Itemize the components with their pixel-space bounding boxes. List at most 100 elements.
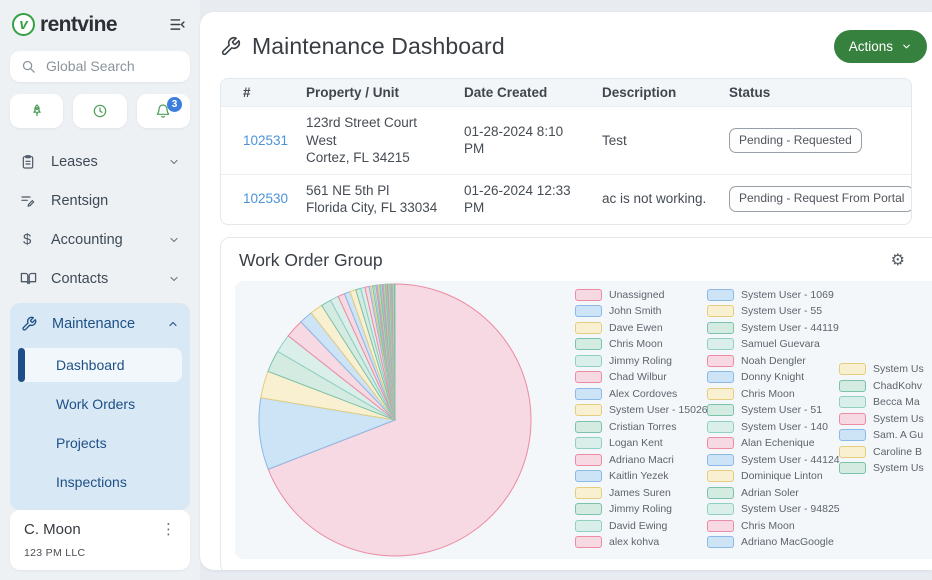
pie-chart-svg[interactable]: [257, 282, 533, 558]
legend-label: System User - 94825: [741, 503, 840, 516]
legend-label: John Smith: [609, 305, 662, 318]
quick-actions: 3: [10, 94, 190, 128]
sidebar-item-leases[interactable]: Leases: [10, 142, 190, 181]
legend-item[interactable]: Jimmy Roling: [575, 503, 699, 516]
notifications-button[interactable]: 3: [136, 94, 190, 128]
legend-item[interactable]: Kaitlin Yezek: [575, 470, 699, 483]
sidebar-item-accounting[interactable]: $ Accounting: [10, 220, 190, 259]
legend-item[interactable]: Chris Moon: [707, 387, 831, 400]
legend-item[interactable]: Adriano MacGoogle: [707, 536, 834, 549]
sidebar-item-maintenance[interactable]: Maintenance: [18, 305, 182, 343]
sidebar-subitem-inspections[interactable]: Inspections: [18, 465, 182, 499]
legend-item[interactable]: John Smith: [575, 305, 699, 318]
sidebar-subitem-dashboard[interactable]: Dashboard: [18, 348, 182, 382]
sidebar: v rentvine 3 Lea: [0, 0, 200, 580]
sidebar-collapse-button[interactable]: [167, 14, 188, 35]
legend-item[interactable]: Becca Ma: [839, 396, 932, 409]
chevron-down-icon: [168, 156, 180, 168]
sidebar-item-contacts[interactable]: Contacts: [10, 259, 190, 298]
legend-item[interactable]: Jimmy Roling: [575, 354, 699, 367]
legend-item[interactable]: System User - 51: [707, 404, 831, 417]
legend-swatch: [575, 486, 602, 499]
legend-item[interactable]: System User - 1069: [707, 288, 834, 301]
legend-item[interactable]: Chris Moon: [707, 519, 831, 532]
legend-item[interactable]: alex kohva: [575, 536, 699, 549]
legend-label: System User - 44124: [741, 453, 840, 466]
legend-item[interactable]: ChadKohv: [839, 379, 932, 392]
legend-item[interactable]: Dominique Linton: [707, 470, 831, 483]
legend-item[interactable]: System User - 140: [707, 420, 831, 433]
legend-item[interactable]: System User - 44119: [707, 321, 839, 334]
main-card: Maintenance Dashboard Actions # Property …: [200, 12, 932, 570]
legend-swatch: [707, 371, 734, 384]
legend-label: System User - 44119: [741, 321, 839, 334]
legend-item[interactable]: Alex Cordoves: [575, 387, 699, 400]
main-area: Maintenance Dashboard Actions # Property …: [200, 0, 932, 580]
legend-item[interactable]: Samuel Guevara: [707, 338, 831, 351]
legend-swatch: [575, 354, 602, 367]
legend-label: Logan Kent: [609, 437, 663, 450]
work-order-link[interactable]: 102531: [243, 132, 289, 148]
legend-item[interactable]: System User - 44124: [707, 453, 840, 466]
sidebar-item-label: Maintenance: [52, 316, 136, 332]
legend-item[interactable]: System Us: [839, 462, 932, 475]
legend-item[interactable]: System User - 55: [707, 305, 831, 318]
legend-item[interactable]: Donny Knight: [707, 371, 831, 384]
legend-item[interactable]: Noah Dengler: [707, 354, 831, 367]
sidebar-item-label: Rentsign: [51, 192, 109, 209]
legend-swatch: [707, 305, 734, 318]
legend-label: System User - 15026: [609, 404, 708, 417]
pie-slice[interactable]: [393, 283, 396, 420]
dollar-icon: $: [23, 231, 32, 248]
search-input[interactable]: [44, 57, 179, 76]
kebab-menu-icon[interactable]: ⋮: [161, 520, 176, 538]
global-search[interactable]: [10, 50, 190, 82]
sidebar-subitem-projects[interactable]: Projects: [18, 426, 182, 460]
gear-icon[interactable]: ⚙: [890, 250, 905, 270]
legend-item[interactable]: Dave Ewen: [575, 321, 699, 334]
sidebar-item-rentsign[interactable]: Rentsign: [10, 181, 190, 220]
legend-item[interactable]: Caroline B: [839, 445, 932, 458]
legend-item[interactable]: Sam. A Gu: [839, 429, 932, 442]
legend-item[interactable]: Cristian Torres: [575, 420, 699, 433]
legend-label: System User - 55: [741, 305, 823, 318]
legend-item[interactable]: David Ewing: [575, 519, 699, 532]
legend-swatch: [707, 486, 734, 499]
history-button[interactable]: [73, 94, 127, 128]
column-header: Property / Unit: [296, 79, 454, 107]
legend-item[interactable]: Adrian Soler: [707, 486, 831, 499]
legend-item[interactable]: Chad Wilbur: [575, 371, 699, 384]
legend-label: Chris Moon: [741, 519, 795, 532]
page-title: Maintenance Dashboard: [252, 32, 505, 59]
legend-label: Adrian Soler: [741, 486, 799, 499]
legend-swatch: [575, 503, 602, 516]
legend-swatch: [707, 420, 734, 433]
work-order-link[interactable]: 102530: [243, 191, 289, 207]
legend-item[interactable]: System Us: [839, 412, 932, 425]
signature-icon: [20, 193, 39, 209]
legend-swatch: [839, 412, 866, 425]
status-badge: Pending - Requested: [729, 127, 862, 154]
sidebar-subitem-work-orders[interactable]: Work Orders: [18, 387, 182, 421]
user-name: C. Moon: [24, 521, 81, 538]
legend-item[interactable]: Alan Echenique: [707, 437, 831, 450]
legend-label: System Us: [873, 363, 924, 376]
legend-item[interactable]: James Suren: [575, 486, 699, 499]
pie-slice[interactable]: [267, 283, 532, 557]
sidebar-subitem-label: Inspections: [56, 474, 127, 490]
legend-swatch: [575, 321, 602, 334]
legend-item[interactable]: Logan Kent: [575, 437, 699, 450]
legend-item[interactable]: Unassigned: [575, 288, 699, 301]
legend-item[interactable]: System User - 94825: [707, 503, 840, 516]
work-orders-table-card: # Property / Unit Date Created Description S…: [220, 78, 912, 225]
legend-swatch: [575, 305, 602, 318]
date-created-cell: 01-26-2024 12:33 PM: [454, 173, 592, 224]
legend-item[interactable]: Adriano Macri: [575, 453, 699, 466]
maintenance-subitems: Dashboard Work Orders Projects Inspections: [18, 348, 182, 499]
legend-item[interactable]: Chris Moon: [575, 338, 699, 351]
legend-item[interactable]: System Us: [839, 363, 932, 376]
rocket-button[interactable]: [10, 94, 64, 128]
actions-button[interactable]: Actions: [833, 29, 927, 63]
legend-label: Dominique Linton: [741, 470, 823, 483]
legend-item[interactable]: System User - 15026: [575, 404, 708, 417]
